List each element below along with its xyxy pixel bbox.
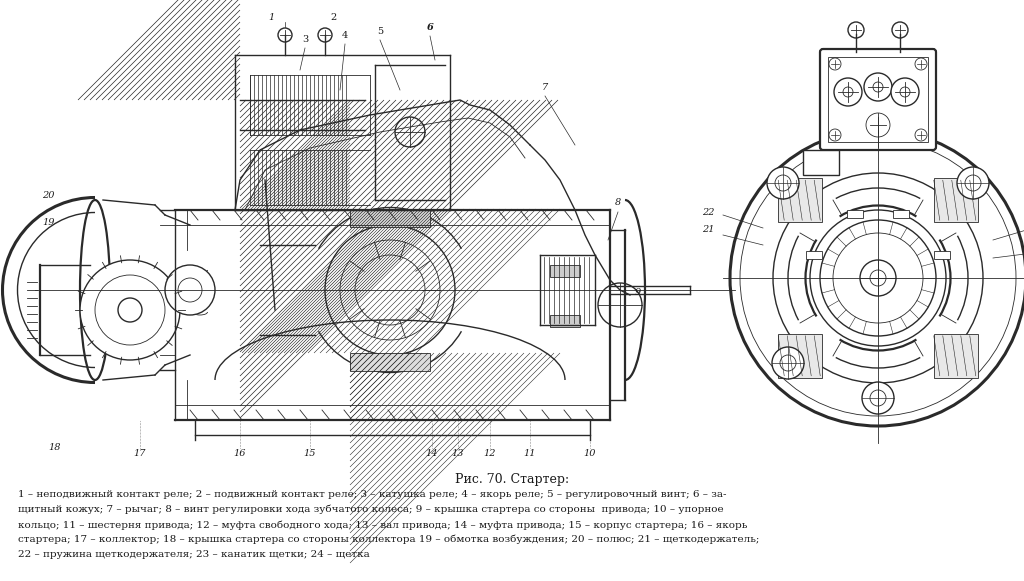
Circle shape [915, 58, 927, 70]
Circle shape [829, 129, 841, 141]
Bar [550, 315, 580, 327]
Circle shape [810, 210, 946, 346]
Text: щитный кожух; 7 – рычаг; 8 – винт регулировки хода зубчатого колеса; 9 – крышка : щитный кожух; 7 – рычаг; 8 – винт регули… [18, 505, 724, 515]
Circle shape [318, 28, 332, 42]
Circle shape [862, 382, 894, 414]
Circle shape [80, 260, 180, 360]
Circle shape [891, 78, 919, 106]
Bar [828, 57, 928, 142]
Bar [778, 333, 822, 378]
Text: Рис. 70. Стартер:: Рис. 70. Стартер: [455, 473, 569, 486]
Text: 16: 16 [233, 449, 246, 458]
Circle shape [848, 22, 864, 38]
Text: 1: 1 [268, 13, 275, 22]
Text: 6: 6 [427, 23, 433, 32]
Text: 7: 7 [542, 83, 548, 92]
Circle shape [829, 58, 841, 70]
Bar [778, 178, 822, 222]
Text: стартера; 17 – коллектор; 18 – крышка стартера со стороны коллектора 19 – обмотк: стартера; 17 – коллектор; 18 – крышка ст… [18, 535, 760, 544]
Circle shape [730, 130, 1024, 426]
Text: 22: 22 [702, 208, 715, 217]
Circle shape [834, 78, 862, 106]
Text: 15: 15 [304, 449, 316, 458]
Bar [350, 209, 430, 227]
Bar [934, 333, 978, 378]
Text: 1 – неподвижный контакт реле; 2 – подвижный контакт реле; 3 – катушка реле; 4 – : 1 – неподвижный контакт реле; 2 – подвиж… [18, 490, 726, 499]
Bar [847, 210, 863, 218]
Text: 12: 12 [483, 449, 497, 458]
Text: 20: 20 [43, 191, 55, 200]
Bar [893, 210, 909, 218]
Text: 22 – пружина щеткодержателя; 23 – канатик щетки; 24 – щетка: 22 – пружина щеткодержателя; 23 – канати… [18, 550, 370, 559]
Text: кольцо; 11 – шестерня привода; 12 – муфта свободного хода; 13 – вал привода; 14 : кольцо; 11 – шестерня привода; 12 – муфт… [18, 520, 748, 529]
FancyBboxPatch shape [820, 49, 936, 150]
Circle shape [772, 347, 804, 379]
Bar [934, 178, 978, 222]
Text: 8: 8 [614, 198, 622, 207]
Circle shape [767, 167, 799, 199]
Circle shape [915, 129, 927, 141]
Text: 9: 9 [635, 288, 641, 297]
Text: 5: 5 [377, 27, 383, 36]
Text: 11: 11 [523, 449, 537, 458]
Circle shape [892, 22, 908, 38]
Text: 2: 2 [330, 13, 336, 22]
Circle shape [278, 28, 292, 42]
Text: 14: 14 [426, 449, 438, 458]
Text: 18: 18 [49, 443, 61, 452]
Bar [934, 251, 950, 259]
Circle shape [866, 113, 890, 137]
Text: 19: 19 [43, 218, 55, 227]
Bar [806, 251, 822, 259]
Circle shape [165, 265, 215, 315]
Circle shape [957, 167, 989, 199]
Text: 21: 21 [702, 225, 715, 234]
Circle shape [395, 117, 425, 147]
Text: 13: 13 [452, 449, 464, 458]
Circle shape [864, 73, 892, 101]
Bar [803, 150, 839, 175]
Text: 3: 3 [302, 35, 308, 44]
Circle shape [118, 298, 142, 322]
Bar [550, 265, 580, 277]
Circle shape [598, 283, 642, 327]
Text: 10: 10 [584, 449, 596, 458]
Bar [350, 353, 430, 371]
Text: 17: 17 [134, 449, 146, 458]
Circle shape [860, 260, 896, 296]
Text: 4: 4 [342, 31, 348, 40]
